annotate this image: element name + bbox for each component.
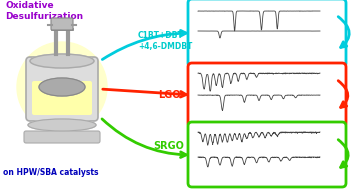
Text: C1BT+DBT
+4,6-DMDBT: C1BT+DBT +4,6-DMDBT (138, 31, 192, 51)
FancyArrowPatch shape (338, 140, 348, 167)
Text: LGO: LGO (158, 90, 180, 100)
FancyBboxPatch shape (24, 131, 100, 143)
Text: Oxidative
Desulfurization: Oxidative Desulfurization (5, 1, 83, 21)
FancyBboxPatch shape (188, 63, 346, 127)
FancyBboxPatch shape (32, 81, 92, 115)
Text: on HPW/SBA catalysts: on HPW/SBA catalysts (3, 168, 99, 177)
Ellipse shape (17, 42, 107, 132)
Ellipse shape (28, 119, 96, 131)
FancyArrowPatch shape (338, 81, 348, 107)
FancyBboxPatch shape (26, 57, 98, 121)
FancyBboxPatch shape (51, 18, 73, 30)
FancyArrowPatch shape (338, 17, 349, 47)
Text: SRGO: SRGO (153, 141, 184, 151)
FancyBboxPatch shape (188, 122, 346, 187)
Ellipse shape (30, 54, 94, 68)
Ellipse shape (39, 78, 85, 96)
FancyBboxPatch shape (188, 0, 346, 67)
